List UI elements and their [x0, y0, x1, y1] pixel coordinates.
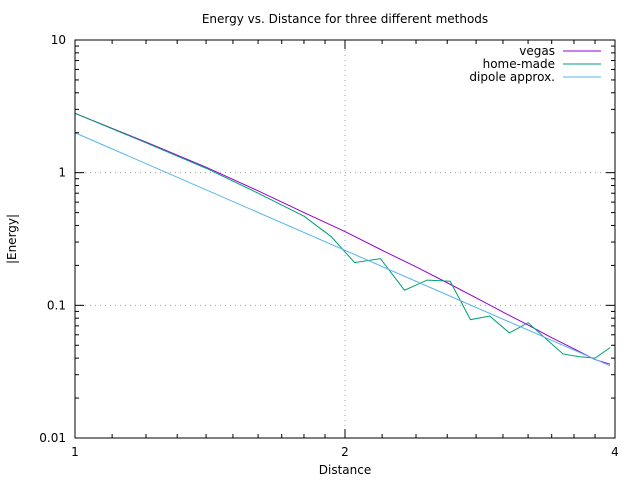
y-tick-label: 10	[51, 33, 66, 47]
grid-lines	[75, 40, 615, 438]
series-line-vegas	[74, 112, 611, 365]
x-tick-label: 4	[611, 445, 619, 459]
legend-label: vegas	[519, 44, 555, 58]
y-axis-label: |Energy|	[5, 214, 19, 264]
y-tick-label: 0.1	[47, 298, 66, 312]
x-tick-label: 1	[71, 445, 79, 459]
series-line-dipole-approx	[74, 132, 611, 367]
y-tick-label: 1	[58, 166, 66, 180]
chart-title: Energy vs. Distance for three different …	[202, 12, 488, 26]
plot-frame	[74, 39, 616, 439]
series-line-home-made	[74, 112, 611, 359]
legend-label: dipole approx.	[469, 70, 555, 84]
axis-ticks: 0.01 0.1 1 10 1 2 4	[39, 33, 619, 459]
series-lines	[74, 112, 611, 367]
legend-label: home-made	[483, 57, 555, 71]
x-axis-label: Distance	[319, 463, 371, 477]
x-tick-label: 2	[341, 445, 349, 459]
y-tick-label: 0.01	[39, 431, 66, 445]
